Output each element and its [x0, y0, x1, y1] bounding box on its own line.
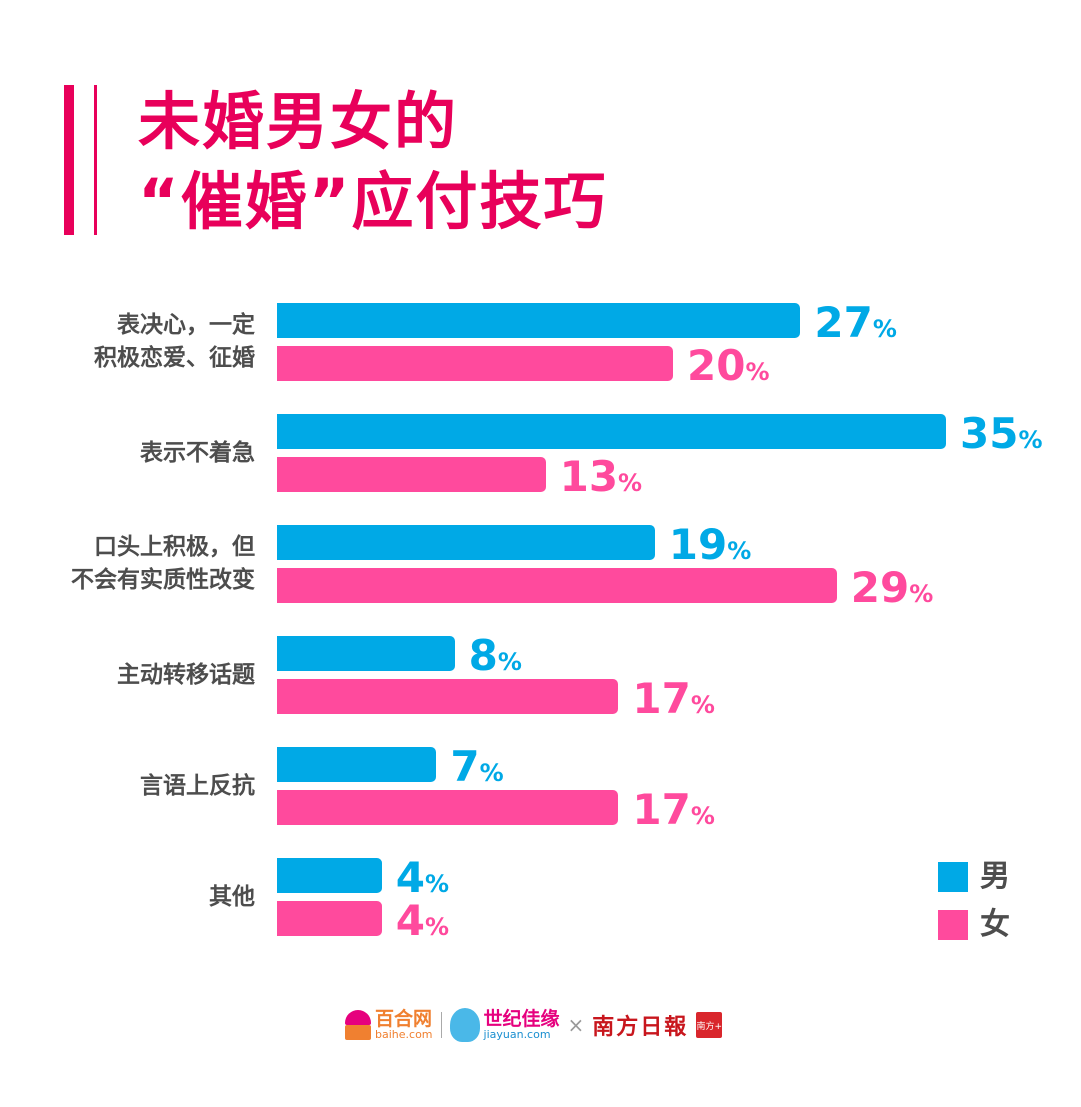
bar-male [277, 414, 946, 449]
category-label: 口头上积极，但 不会有实质性改变 [71, 534, 255, 593]
percent-sign: % [690, 802, 715, 830]
value-number: 35 [960, 409, 1019, 458]
percent-sign: % [872, 315, 897, 343]
page-title: 未婚男女的 “催婚”应付技巧 [138, 82, 608, 242]
percent-sign: % [479, 759, 504, 787]
baihe-domain: baihe.com [375, 1028, 433, 1041]
percent-sign: % [745, 358, 770, 386]
title-line-1: 未婚男女的 [138, 85, 459, 158]
category-label: 言语上反抗 [140, 772, 255, 799]
percent-sign: % [497, 648, 522, 676]
percent-sign: % [727, 537, 752, 565]
percent-sign: % [425, 913, 450, 941]
title-accent-line [94, 85, 97, 235]
data-label: 8% [469, 635, 522, 683]
bar-male [277, 525, 655, 560]
bar-male [277, 747, 437, 782]
category-label: 其他 [209, 883, 255, 910]
percent-sign: % [425, 870, 450, 898]
data-label: 17% [632, 789, 715, 837]
bar-male [277, 858, 382, 893]
baihe-heart-icon [345, 1010, 371, 1040]
data-label: 27% [814, 302, 897, 350]
bar-female [277, 346, 673, 381]
value-number: 19 [668, 520, 728, 569]
value-number: 17 [632, 785, 691, 834]
legend-label: 女 [980, 907, 1010, 942]
data-label: 29% [851, 567, 934, 615]
value-number: 8 [468, 631, 498, 680]
value-number: 4 [395, 853, 426, 902]
bar-male [277, 636, 455, 671]
value-number: 29 [850, 563, 910, 612]
data-label: 13% [560, 456, 643, 504]
value-number: 20 [687, 341, 746, 390]
data-label: 17% [632, 678, 715, 726]
bar-female [277, 790, 619, 825]
percent-sign: % [909, 580, 934, 608]
legend-swatch-male [938, 862, 968, 892]
jiayuan-bird-icon [449, 1008, 480, 1042]
value-number: 4 [395, 896, 426, 945]
footer-logos: 百合网 baihe.com 世纪佳缘 jiayuan.com × 南方日報 南方… [345, 1005, 723, 1045]
data-label: 4% [396, 857, 449, 905]
percent-sign: % [618, 469, 643, 497]
value-number: 27 [814, 298, 873, 347]
baihe-name: 百合网 [375, 1008, 433, 1030]
category-label: 主动转移话题 [117, 661, 255, 688]
jiayuan-name: 世纪佳缘 [483, 1008, 560, 1030]
data-label: 19% [669, 524, 752, 572]
value-number: 13 [559, 452, 619, 501]
bar-female [277, 568, 837, 603]
value-number: 17 [632, 674, 691, 723]
times-sign: × [567, 1013, 585, 1037]
data-label: 20% [687, 345, 770, 393]
value-number: 7 [450, 742, 480, 791]
data-label: 7% [450, 746, 503, 794]
nanfang-plus-logo: 南方+ [696, 1012, 723, 1038]
legend-swatch-female [938, 910, 968, 940]
jiayuan-domain: jiayuan.com [483, 1028, 551, 1041]
baihe-logo: 百合网 baihe.com [345, 1010, 433, 1040]
bar-male [277, 303, 801, 338]
jiayuan-logo: 世纪佳缘 jiayuan.com [449, 1008, 560, 1042]
data-label: 4% [396, 900, 449, 948]
legend-label: 男 [980, 859, 1010, 894]
title-line-2: “催婚”应付技巧 [138, 165, 608, 238]
title-accent-bar [64, 85, 74, 235]
category-label: 表决心，一定 积极恋爱、征婚 [94, 312, 255, 371]
bar-female [277, 679, 619, 714]
category-label: 表示不着急 [140, 439, 255, 466]
bar-female [277, 457, 546, 492]
data-label: 35% [960, 413, 1043, 461]
percent-sign: % [1018, 426, 1043, 454]
bar-chart: 表决心，一定 积极恋爱、征婚 27% 20% 表示不着急 35% 13% 口头上积极，但 不会有… [71, 302, 1043, 948]
bar-female [277, 901, 382, 936]
nanfang-daily-logo: 南方日報 [592, 1014, 689, 1040]
divider [440, 1012, 442, 1038]
percent-sign: % [690, 691, 715, 719]
